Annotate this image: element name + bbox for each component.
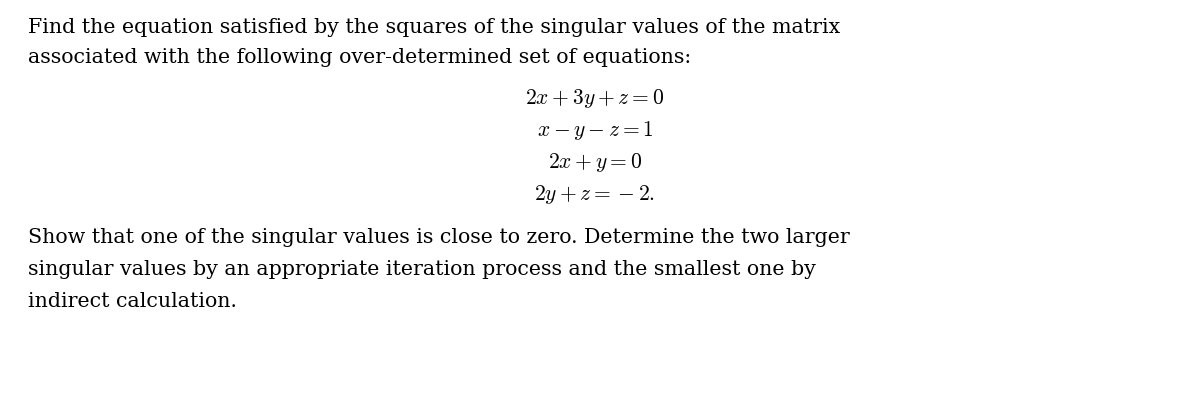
Text: indirect calculation.: indirect calculation. — [29, 292, 237, 311]
Text: $2x + 3y + z = 0$: $2x + 3y + z = 0$ — [525, 87, 665, 110]
Text: Find the equation satisfied by the squares of the singular values of the matrix: Find the equation satisfied by the squar… — [29, 18, 840, 37]
Text: singular values by an appropriate iteration process and the smallest one by: singular values by an appropriate iterat… — [29, 260, 816, 279]
Text: $x - y - z = 1$: $x - y - z = 1$ — [537, 119, 654, 142]
Text: $2y + z = -2.$: $2y + z = -2.$ — [535, 183, 655, 206]
Text: associated with the following over-determined set of equations:: associated with the following over-deter… — [29, 48, 691, 67]
Text: Show that one of the singular values is close to zero. Determine the two larger: Show that one of the singular values is … — [29, 228, 849, 247]
Text: $2x + y = 0$: $2x + y = 0$ — [548, 151, 642, 174]
